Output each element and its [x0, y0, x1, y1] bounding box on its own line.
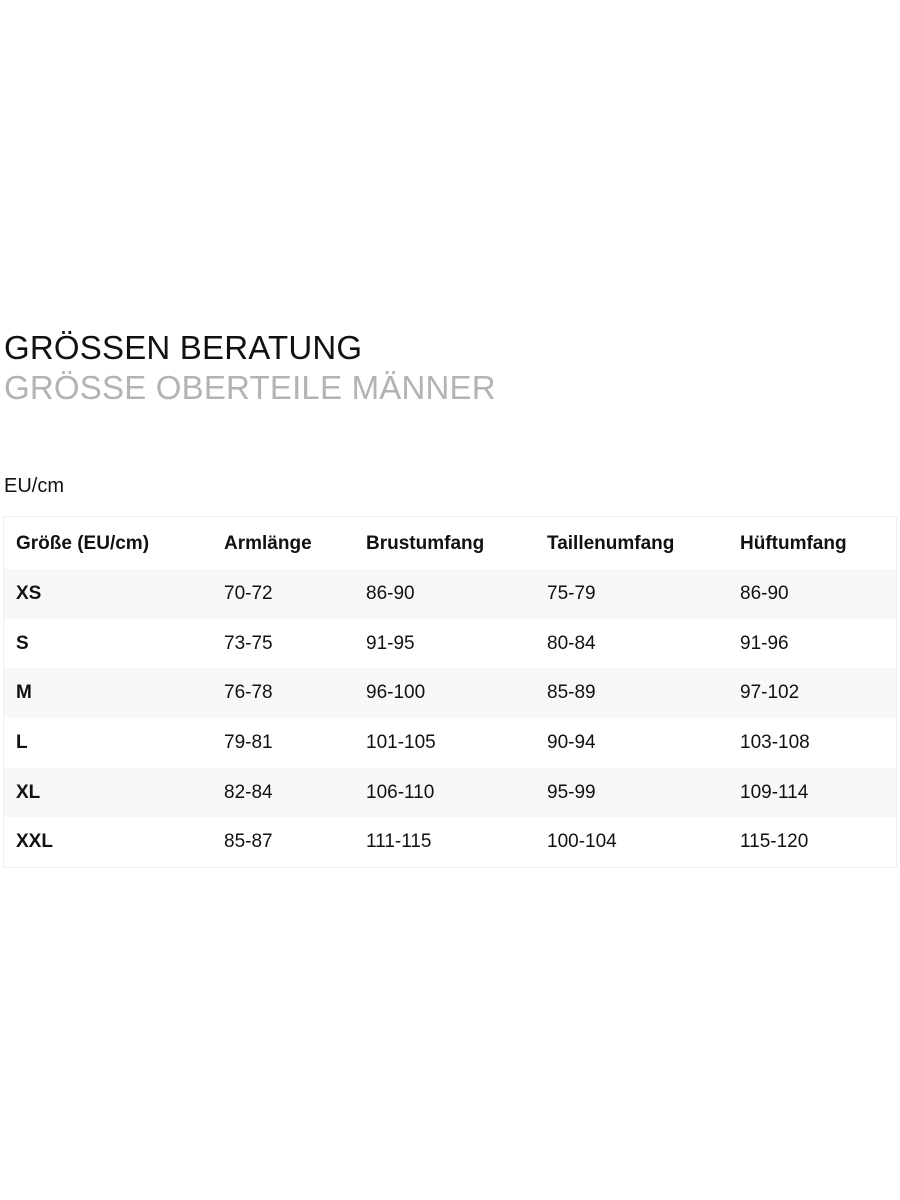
measurement-cell: 80-84 — [547, 632, 596, 654]
size-cell: S — [16, 632, 29, 654]
measurement-cell: 76-78 — [224, 682, 273, 704]
size-cell: XS — [16, 583, 42, 604]
column-header: Armlänge — [224, 533, 312, 554]
measurement-cell: 90-94 — [547, 732, 596, 754]
table-row: M 76-78 96-100 85-89 97-102 — [4, 668, 896, 719]
measurement-cell: 95-99 — [547, 781, 596, 803]
measurement-cell: 106-110 — [366, 781, 435, 803]
size-cell: XL — [16, 781, 41, 803]
table-row: L 79-81 101-105 90-94 103-108 — [4, 718, 896, 768]
column-header: Brustumfang — [366, 533, 485, 554]
measurement-cell: 86-90 — [740, 583, 789, 604]
measurement-cell: 70-72 — [224, 583, 273, 604]
measurement-cell: 75-79 — [547, 583, 596, 604]
table-header-row: Größe (EU/cm) Armlänge Brustumfang Taill… — [4, 517, 896, 569]
size-cell: L — [16, 732, 28, 754]
table-row: XL 82-84 106-110 95-99 109-114 — [4, 767, 896, 818]
size-cell: XXL — [16, 831, 53, 853]
measurement-cell: 91-96 — [740, 632, 789, 654]
column-header: Taillenumfang — [547, 533, 675, 554]
measurement-cell: 103-108 — [740, 732, 810, 754]
measurement-cell: 115-120 — [740, 831, 809, 853]
size-cell: M — [16, 682, 32, 704]
column-header: Hüftumfang — [740, 533, 847, 554]
measurement-cell: 100-104 — [547, 831, 617, 853]
measurement-cell: 97-102 — [740, 682, 800, 704]
table-row: XS 70-72 86-90 75-79 86-90 — [4, 569, 896, 619]
measurement-cell: 96-100 — [366, 682, 426, 704]
table-row: XXL 85-87 111-115 100-104 115-120 — [4, 817, 896, 867]
unit-label: EU/cm — [4, 475, 64, 497]
page-subtitle: GRÖSSE OBERTEILE MÄNNER — [4, 369, 496, 406]
column-header: Größe (EU/cm) — [16, 533, 150, 554]
measurement-cell: 111-115 — [366, 831, 432, 853]
measurement-cell: 79-81 — [224, 732, 273, 754]
measurement-cell: 86-90 — [366, 583, 415, 604]
page-title: GRÖSSEN BERATUNG — [4, 329, 363, 366]
measurement-cell: 73-75 — [224, 632, 273, 654]
measurement-cell: 109-114 — [740, 781, 809, 803]
measurement-cell: 91-95 — [366, 632, 415, 654]
size-table: Größe (EU/cm) Armlänge Brustumfang Taill… — [3, 516, 897, 869]
measurement-cell: 101-105 — [366, 732, 436, 754]
measurement-cell: 82-84 — [224, 781, 273, 803]
measurement-cell: 85-87 — [224, 831, 273, 853]
measurement-cell: 85-89 — [547, 682, 596, 704]
table-row: S 73-75 91-95 80-84 91-96 — [4, 619, 896, 669]
